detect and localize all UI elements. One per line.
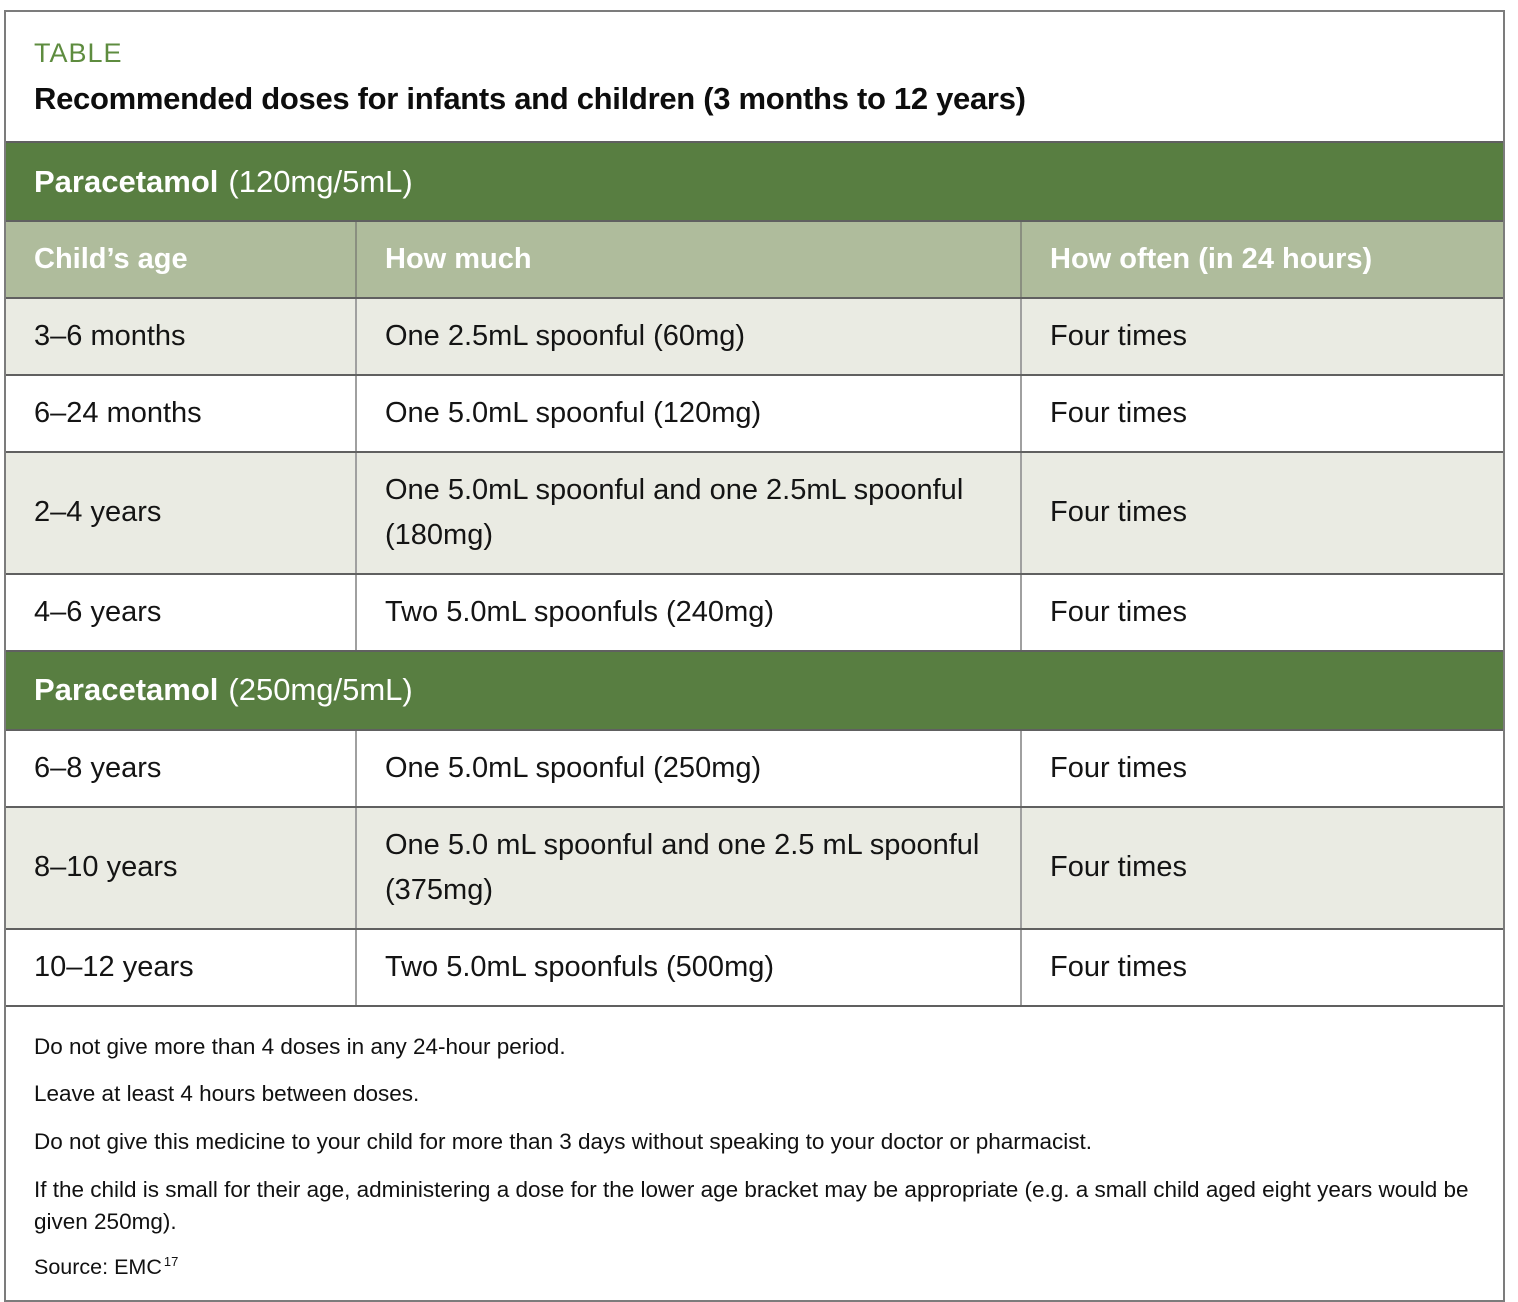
table-row: 3–6 months One 2.5mL spoonful (60mg) Fou…	[6, 296, 1503, 374]
age-cell: 4–6 years	[34, 595, 162, 628]
footnote: If the child is small for their age, adm…	[34, 1176, 1469, 1235]
amount-cell: One 2.5mL spoonful (60mg)	[355, 298, 1020, 374]
age-cell: 6–8 years	[34, 751, 162, 784]
table-row: 6–8 years One 5.0mL spoonful (250mg) Fou…	[6, 728, 1503, 806]
footnote: Do not give this medicine to your child …	[34, 1128, 1093, 1154]
title-block: TABLE Recommended doses for infants and …	[6, 12, 1503, 141]
table-row: 6–24 months One 5.0mL spoonful (120mg) F…	[6, 373, 1503, 451]
age-cell: 6–24 months	[34, 396, 202, 429]
drug-strength: (120mg/5mL)	[228, 163, 413, 199]
often-cell: Four times	[1020, 452, 1503, 573]
age-cell: 3–6 months	[34, 319, 186, 352]
table-row: 2–4 years One 5.0mL spoonful and one 2.5…	[6, 450, 1503, 573]
often-cell: Four times	[1020, 730, 1503, 806]
often-cell: Four times	[1020, 298, 1503, 374]
table-eyebrow-label: TABLE	[34, 38, 123, 68]
section-header-paracetamol-250: Paracetamol (250mg/5mL)	[6, 649, 1503, 729]
column-header-often: How often (in 24 hours)	[1020, 222, 1503, 297]
column-header-row: Child’s age How much How often (in 24 ho…	[6, 220, 1503, 297]
often-cell: Four times	[1020, 807, 1503, 928]
amount-cell: One 5.0 mL spoonful and one 2.5 mL spoon…	[355, 807, 1020, 928]
dose-table-card: TABLE Recommended doses for infants and …	[4, 10, 1505, 1302]
source-label: Source: EMC	[34, 1254, 162, 1279]
often-cell: Four times	[1020, 574, 1503, 650]
amount-cell: Two 5.0mL spoonfuls (500mg)	[355, 929, 1020, 1005]
footnote: Do not give more than 4 doses in any 24-…	[34, 1033, 566, 1059]
age-cell: 10–12 years	[34, 950, 194, 983]
page-title: Recommended doses for infants and childr…	[34, 81, 1026, 116]
amount-cell: One 5.0mL spoonful (250mg)	[355, 730, 1020, 806]
page: TABLE Recommended doses for infants and …	[4, 10, 1505, 1302]
age-cell: 2–4 years	[34, 496, 162, 529]
often-cell: Four times	[1020, 929, 1503, 1005]
table-row: 10–12 years Two 5.0mL spoonfuls (500mg) …	[6, 927, 1503, 1005]
table-row: 8–10 years One 5.0 mL spoonful and one 2…	[6, 805, 1503, 928]
often-cell: Four times	[1020, 375, 1503, 451]
column-header-amount: How much	[355, 222, 1020, 297]
drug-strength: (250mg/5mL)	[228, 672, 413, 708]
amount-cell: One 5.0mL spoonful and one 2.5mL spoonfu…	[355, 452, 1020, 573]
amount-cell: One 5.0mL spoonful (120mg)	[355, 375, 1020, 451]
footnote: Leave at least 4 hours between doses.	[34, 1081, 420, 1107]
source-reference-number: 17	[163, 1253, 179, 1269]
drug-name: Paracetamol	[34, 163, 219, 199]
age-cell: 8–10 years	[34, 851, 178, 884]
drug-name: Paracetamol	[34, 672, 219, 708]
section-header-paracetamol-120: Paracetamol (120mg/5mL)	[6, 141, 1503, 220]
table-row: 4–6 years Two 5.0mL spoonfuls (240mg) Fo…	[6, 572, 1503, 650]
amount-cell: Two 5.0mL spoonfuls (240mg)	[355, 574, 1020, 650]
footnotes-block: Do not give more than 4 doses in any 24-…	[6, 1004, 1503, 1300]
column-header-age: Child’s age	[34, 243, 188, 275]
source-attribution: Source: EMC 17	[34, 1254, 1475, 1280]
